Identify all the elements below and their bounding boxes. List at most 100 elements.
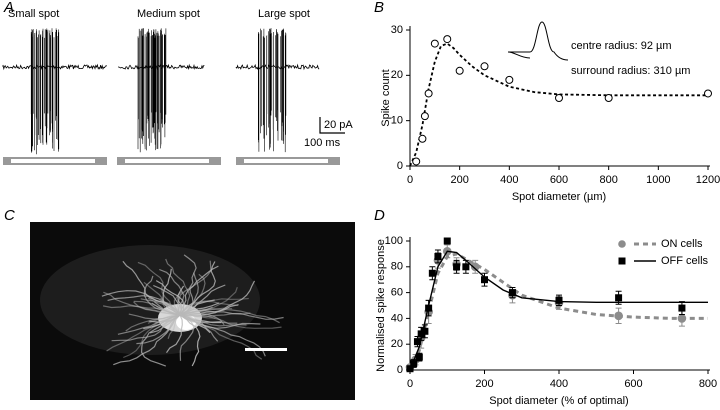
dendrite [167,314,181,339]
legend-marker [618,257,626,265]
dendrite [179,254,197,316]
point [604,94,613,102]
panel-label: D [374,207,385,224]
panel-label: C [4,207,15,224]
dendrite [179,314,201,367]
dendrite [179,314,247,327]
point [508,289,516,297]
dendrite [159,268,185,316]
point [704,89,712,98]
point [443,237,451,245]
x-tick-label: 400 [500,174,518,186]
trace-title: Small spot [8,8,59,20]
y-tick-label: 0 [397,160,403,172]
dendrite [162,268,181,316]
dendrite [166,314,183,354]
point [555,94,563,102]
panel-label: A [3,0,14,16]
spikes [30,28,60,155]
dendrite [113,314,181,366]
legend-label: ON cells [661,238,703,250]
x-tick-label: 1200 [696,174,720,186]
x-tick-label: 600 [550,174,568,186]
trace [2,63,108,71]
point [428,269,436,277]
dendrite [155,280,185,316]
point [410,360,418,368]
legend-label: OFF cells [661,255,709,267]
point [615,294,623,302]
point [505,75,514,84]
x-tick-label: 0 [407,378,413,390]
panel-label: B [374,0,384,16]
point [443,35,452,44]
point [614,311,623,321]
y-tick-label: 80 [391,261,403,273]
x-tick-label: 200 [475,378,493,390]
point [462,263,470,271]
point [480,62,489,71]
x-tick-label: 600 [624,378,642,390]
legend-marker [618,240,626,248]
point [430,39,439,48]
x-tick-label: 400 [550,378,568,390]
spikes [137,28,167,153]
fit-line [409,42,708,167]
dendrite [179,314,261,329]
point [415,353,423,361]
x-tick-label: 800 [699,378,717,390]
dendrite [179,314,211,334]
trace-title: Medium spot [137,8,200,20]
point [455,66,464,75]
point [425,304,433,312]
x-tick-label: 800 [599,174,617,186]
x-tick-label: 1000 [646,174,670,186]
point [470,262,480,272]
dendrite [179,310,284,320]
y-tick-label: 60 [391,287,403,299]
point [413,338,421,346]
annotation: surround radius: 310 µm [571,65,690,77]
point [417,330,425,338]
traces [2,28,320,155]
dendrite [179,304,239,316]
y-axis-title: Normalised spike response [375,239,387,372]
point [453,263,461,271]
trace-title: Large spot [258,8,310,20]
y-tick-label: 10 [391,115,403,127]
micrograph [30,222,355,400]
y-tick-label: 100 [385,235,403,247]
dendrite [128,313,181,320]
dendrite [123,314,181,359]
point [555,296,563,304]
stimulus-bars [3,157,340,165]
x-axis-title: Spot diameter (% of optimal) [489,395,628,407]
dendrite [111,314,181,342]
scale-label: 100 ms [304,137,341,149]
dendrite [179,314,195,361]
annotation: centre radius: 92 µm [571,40,672,52]
point [678,304,686,312]
dendrite [179,300,239,316]
point [406,365,414,373]
point [481,276,488,284]
scale-bar [319,117,345,134]
spikes [258,28,287,153]
dendrite [179,306,213,316]
y-tick-label: 0 [397,364,403,376]
x-tick-label: 200 [450,174,468,186]
dendrite [136,314,181,345]
dendrite [179,265,219,316]
point [424,89,433,98]
dendrite [147,297,181,316]
inset-profile [507,21,569,61]
dendrite [140,314,181,367]
y-tick-label: 40 [391,312,403,324]
point [421,327,429,335]
dendrite [179,280,256,317]
y-tick-label: 20 [391,338,403,350]
point [434,252,442,260]
point [418,134,427,143]
